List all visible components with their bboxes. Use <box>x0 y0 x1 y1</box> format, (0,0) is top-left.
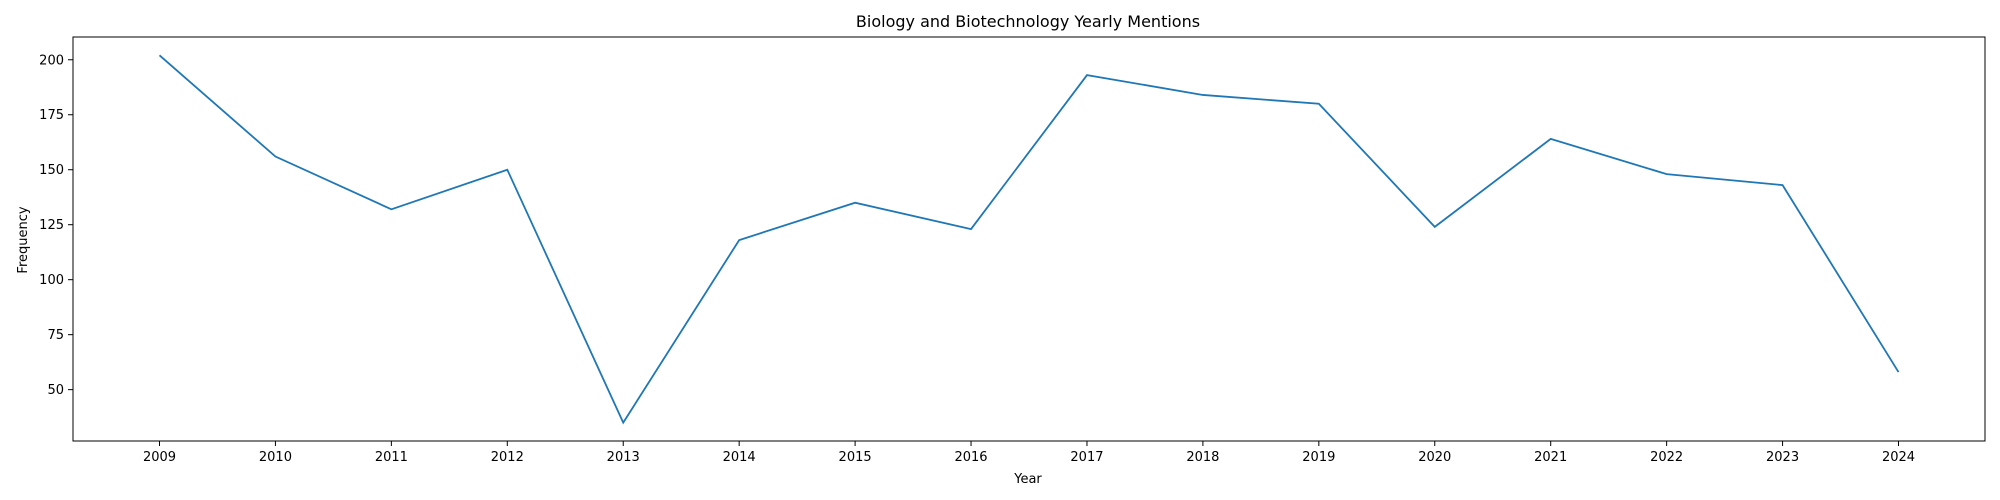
x-tick-label: 2016 <box>954 450 987 465</box>
x-tick-label: 2012 <box>491 450 524 465</box>
y-tick-label: 125 <box>39 218 64 233</box>
x-tick-label: 2015 <box>839 450 872 465</box>
x-tick-label: 2022 <box>1650 450 1683 465</box>
y-tick-label: 150 <box>39 163 64 178</box>
x-axis-label: Year <box>1013 472 1042 487</box>
y-tick-label: 75 <box>47 328 64 343</box>
y-tick-label: 175 <box>39 108 64 123</box>
x-tick-label: 2020 <box>1418 450 1451 465</box>
x-tick-label: 2018 <box>1186 450 1219 465</box>
y-tick-label: 50 <box>47 383 64 398</box>
x-tick-label: 2014 <box>723 450 756 465</box>
x-axis: 2009 2010 2011 2012 2013 2014 2015 2016 2017 2018… <box>143 441 1915 465</box>
y-tick-label: 100 <box>39 273 64 288</box>
chart-title: Biology and Biotechnology Yearly Mention… <box>856 12 1200 31</box>
x-tick-label: 2021 <box>1534 450 1567 465</box>
x-tick-label: 2023 <box>1766 450 1799 465</box>
series-line <box>158 54 1900 425</box>
x-tick-label: 2024 <box>1882 450 1915 465</box>
x-tick-label: 2017 <box>1070 450 1103 465</box>
x-tick-label: 2013 <box>607 450 640 465</box>
x-tick-label: 2011 <box>375 450 408 465</box>
x-tick-label: 2009 <box>143 450 176 465</box>
y-axis: 50 75 100 125 150 175 200 <box>39 53 73 398</box>
axes-frame <box>72 36 1986 442</box>
y-axis-label: Frequency <box>16 206 31 273</box>
x-tick-label: 2010 <box>259 450 292 465</box>
y-tick-label: 200 <box>39 53 64 68</box>
x-tick-label: 2019 <box>1302 450 1335 465</box>
